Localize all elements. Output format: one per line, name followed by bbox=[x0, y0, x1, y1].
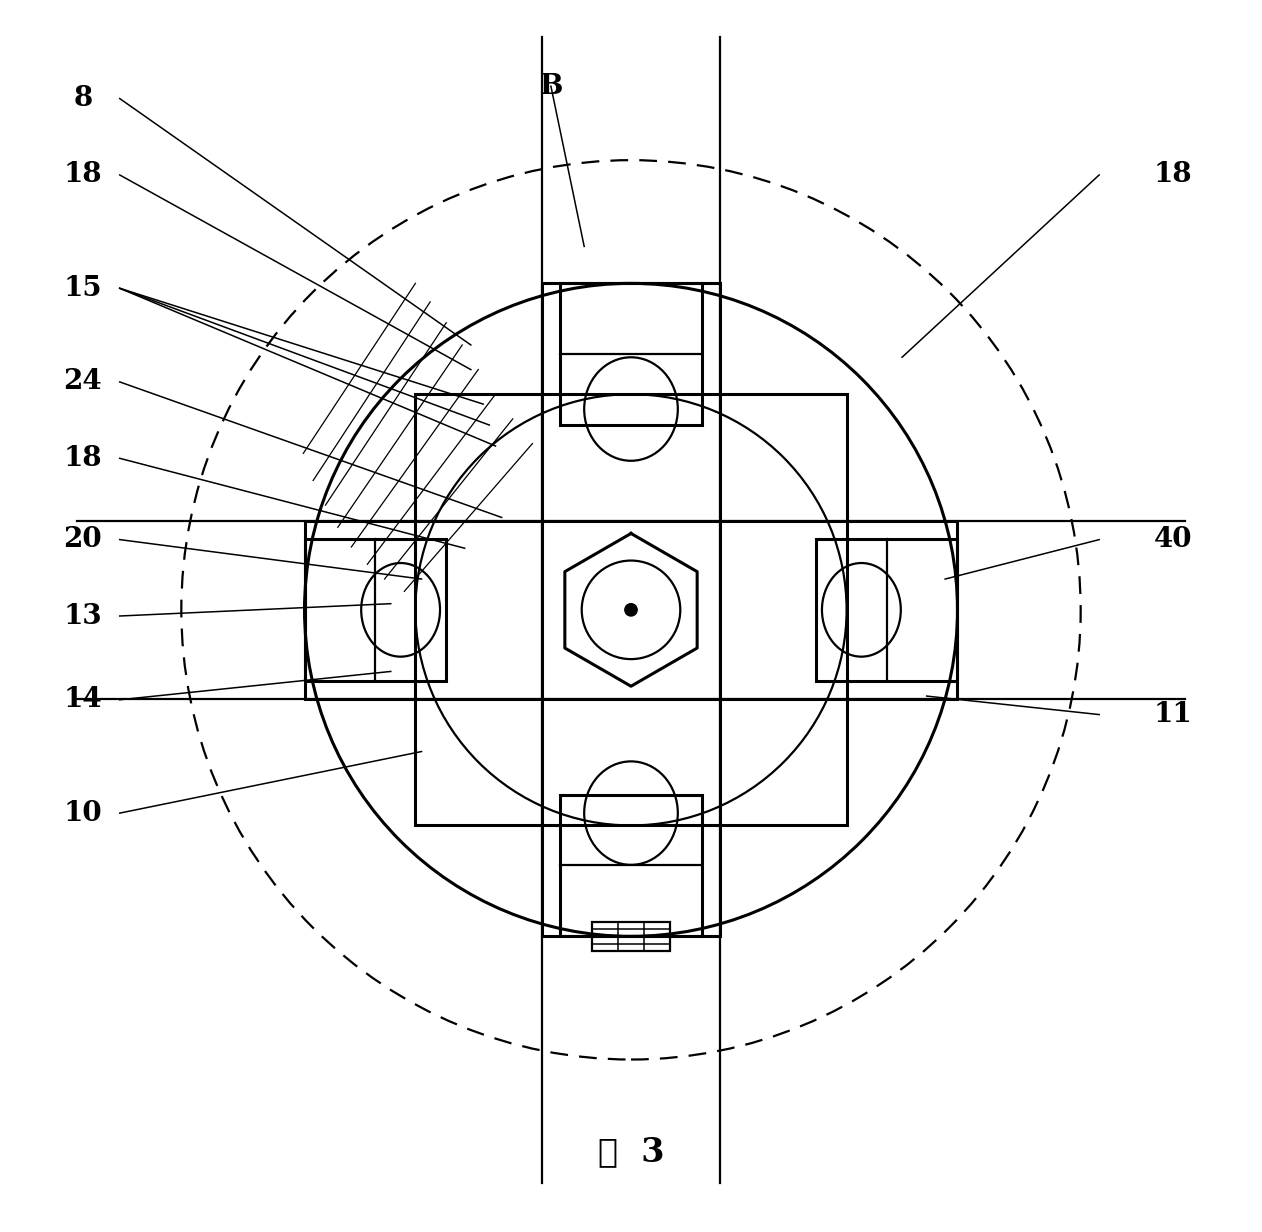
Bar bbox=[304, 521, 958, 699]
Text: 13: 13 bbox=[63, 602, 102, 630]
Text: B: B bbox=[539, 73, 563, 100]
Bar bbox=[415, 394, 847, 825]
Bar bbox=[560, 283, 702, 425]
Text: 15: 15 bbox=[63, 275, 102, 302]
Circle shape bbox=[625, 604, 637, 616]
Text: 24: 24 bbox=[63, 368, 102, 395]
Text: 40: 40 bbox=[1153, 526, 1193, 553]
Bar bbox=[815, 540, 958, 680]
Bar bbox=[543, 283, 719, 936]
Bar bbox=[560, 795, 702, 936]
Text: 10: 10 bbox=[63, 800, 102, 827]
Text: 11: 11 bbox=[1153, 701, 1193, 728]
Text: 图  3: 图 3 bbox=[598, 1136, 664, 1168]
Text: 20: 20 bbox=[63, 526, 102, 553]
Bar bbox=[304, 540, 447, 680]
Text: 8: 8 bbox=[73, 85, 92, 112]
Text: 18: 18 bbox=[63, 161, 102, 188]
Text: 14: 14 bbox=[63, 686, 102, 713]
Bar bbox=[592, 922, 670, 951]
Text: 18: 18 bbox=[1153, 161, 1193, 188]
Text: 18: 18 bbox=[63, 445, 102, 472]
